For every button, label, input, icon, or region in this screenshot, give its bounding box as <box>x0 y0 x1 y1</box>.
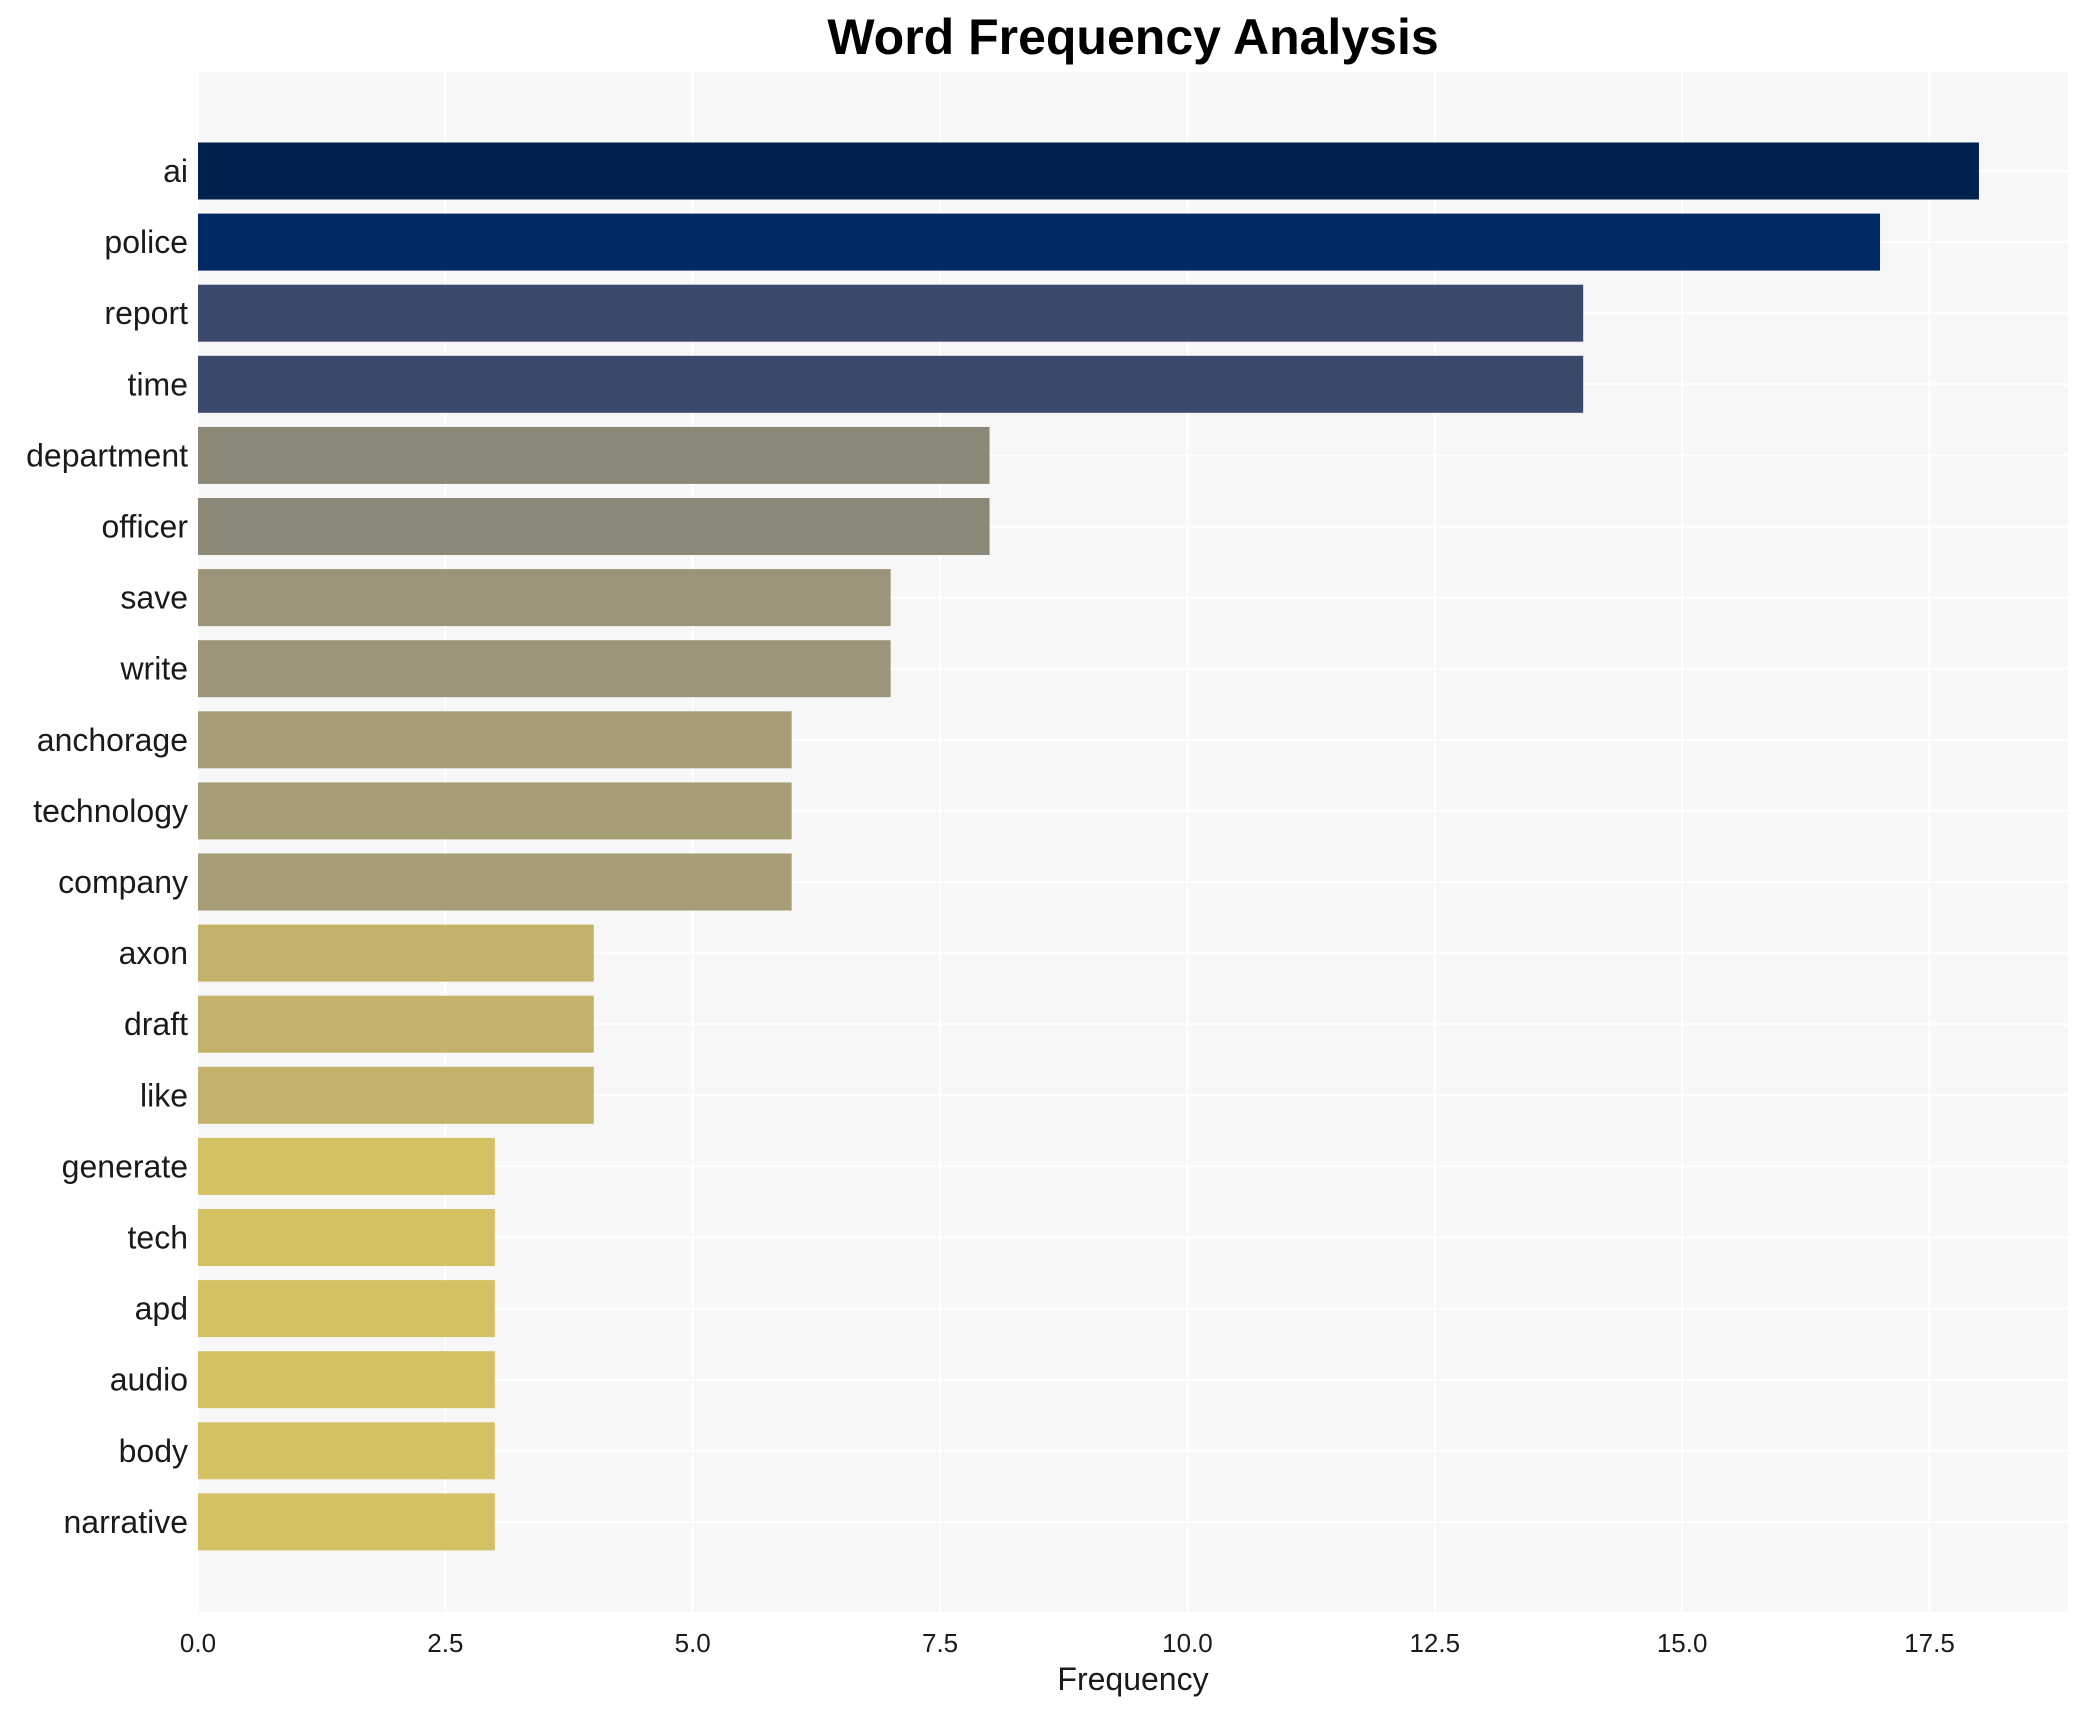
y-tick-label: department <box>26 437 188 473</box>
y-tick-label: body <box>119 1433 188 1469</box>
y-tick-label: narrative <box>64 1504 189 1540</box>
chart-title: Word Frequency Analysis <box>827 9 1438 65</box>
x-tick-label: 15.0 <box>1657 1628 1708 1658</box>
x-tick-label: 5.0 <box>675 1628 711 1658</box>
y-tick-label: generate <box>62 1148 188 1184</box>
y-tick-label: time <box>128 366 188 402</box>
y-tick-label: company <box>58 864 188 900</box>
bar-write <box>198 640 891 698</box>
x-tick-labels: 0.0 2.5 5.0 7.5 10.0 12.5 15.0 17.5 <box>180 1628 1955 1658</box>
bar-anchorage <box>198 711 792 769</box>
bars <box>198 142 1979 1551</box>
bar-audio <box>198 1351 495 1409</box>
y-tick-label: police <box>104 224 188 260</box>
bar-technology <box>198 782 792 840</box>
bar-draft <box>198 995 594 1053</box>
y-tick-label: tech <box>128 1220 188 1256</box>
bar-axon <box>198 924 594 982</box>
bar-body <box>198 1422 495 1480</box>
bar-ai <box>198 142 1979 200</box>
x-tick-label: 2.5 <box>427 1628 463 1658</box>
y-tick-label: like <box>140 1077 188 1113</box>
y-tick-label: ai <box>163 153 188 189</box>
bar-apd <box>198 1280 495 1338</box>
bar-report <box>198 284 1584 342</box>
y-tick-label: anchorage <box>37 722 188 758</box>
x-tick-label: 10.0 <box>1162 1628 1213 1658</box>
bar-tech <box>198 1209 495 1266</box>
y-tick-label: draft <box>124 1006 188 1042</box>
x-tick-label: 7.5 <box>922 1628 958 1658</box>
y-tick-label: officer <box>101 509 188 545</box>
y-tick-label: save <box>120 580 188 616</box>
bar-police <box>198 213 1881 271</box>
x-axis-label: Frequency <box>1057 1661 1208 1697</box>
y-tick-label: technology <box>33 793 188 829</box>
y-tick-label: axon <box>119 935 188 971</box>
y-tick-label: report <box>104 295 188 331</box>
x-tick-label: 17.5 <box>1904 1628 1955 1658</box>
bar-like <box>198 1066 594 1124</box>
bar-save <box>198 569 891 627</box>
bar-department <box>198 426 990 484</box>
bar-company <box>198 853 792 911</box>
bar-officer <box>198 498 990 555</box>
y-tick-label: write <box>119 651 188 687</box>
y-tick-label: audio <box>110 1362 188 1398</box>
x-tick-label: 12.5 <box>1409 1628 1460 1658</box>
bar-narrative <box>198 1493 495 1551</box>
bar-time <box>198 355 1584 413</box>
bar-generate <box>198 1137 495 1195</box>
x-tick-label: 0.0 <box>180 1628 216 1658</box>
y-tick-labels: ai police report time department officer save w… <box>26 153 188 1540</box>
y-tick-label: apd <box>135 1291 188 1327</box>
